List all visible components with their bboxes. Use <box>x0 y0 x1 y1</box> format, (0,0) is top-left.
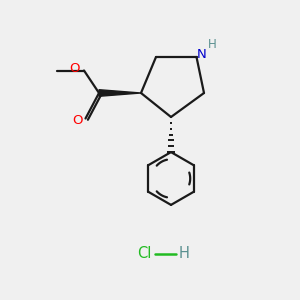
Text: O: O <box>69 62 80 76</box>
Text: H: H <box>208 38 217 52</box>
Text: O: O <box>72 113 82 127</box>
Text: N: N <box>197 47 207 61</box>
Polygon shape <box>99 90 141 96</box>
Text: H: H <box>178 246 189 261</box>
Text: Cl: Cl <box>137 246 151 261</box>
